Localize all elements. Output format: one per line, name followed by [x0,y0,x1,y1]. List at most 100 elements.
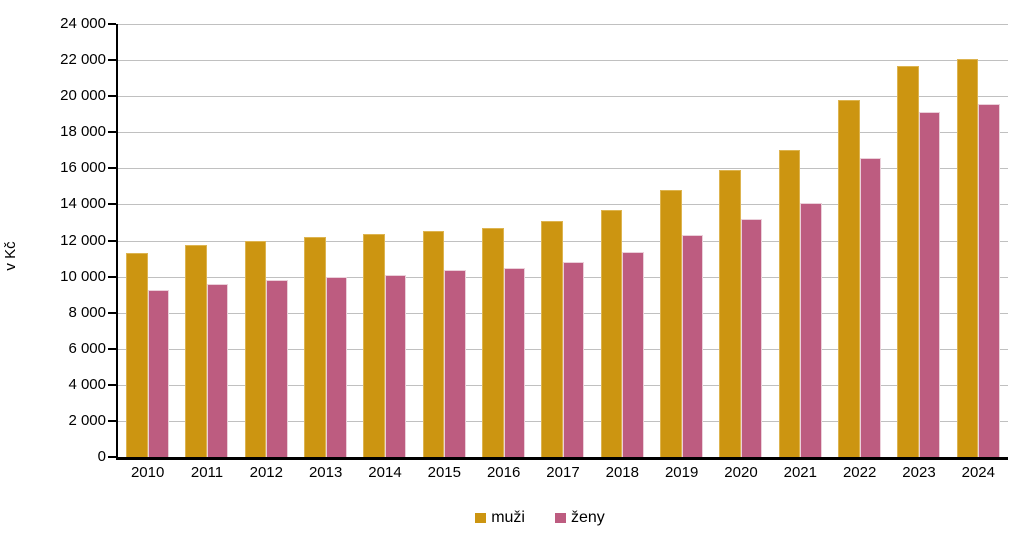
y-tick-mark [108,419,116,422]
y-tick-label: 8 000 [68,303,106,321]
y-tick-mark [108,23,116,25]
y-tick-mark [108,311,116,314]
legend-item-muži: muži [475,509,525,527]
bar-group-2022 [830,24,889,457]
y-tick-label: 18 000 [60,123,106,141]
bar-group-2024 [949,24,1008,457]
bar-ženy-2019 [681,235,704,457]
x-tick-label-2016: 2016 [486,464,521,481]
x-tick-label-2013: 2013 [308,464,343,481]
bar-muži-2015 [422,230,445,457]
bar-muži-2013 [304,236,326,457]
y-tick-label: 4 000 [68,375,106,393]
x-tick-label-2015: 2015 [427,464,461,481]
y-tick-mark [108,95,116,98]
bar-muži-2021 [778,150,801,457]
x-tick-label-2011: 2011 [190,464,224,481]
x-tick-label-2024: 2024 [961,464,995,481]
legend-label-muži: muži [491,509,525,526]
y-tick-label: 20 000 [60,87,106,105]
bar-ženy-2015 [444,270,466,457]
bar-ženy-2010 [147,290,170,457]
gridline [118,240,1008,242]
bar-group-2011 [177,24,236,457]
x-tick-label-2012: 2012 [249,464,283,481]
bar-ženy-2012 [266,280,288,457]
y-tick-mark [108,275,116,278]
bar-muži-2011 [185,245,207,457]
y-tick-label: 24 000 [60,15,106,32]
y-tick-mark [108,167,116,170]
bar-muži-2023 [897,66,919,457]
bar-muži-2018 [600,209,623,457]
x-tick-label-2014: 2014 [368,464,402,481]
bar-group-2013 [296,24,355,457]
y-tick-label: 10 000 [60,267,106,285]
y-tick-mark [108,239,116,242]
x-tick-label-2020: 2020 [724,464,758,481]
legend-item-ženy: ženy [554,509,605,527]
y-tick-label: 14 000 [60,195,106,213]
y-tick-label: 22 000 [60,51,106,69]
y-axis-tick-labels: 0 2 000 4 000 6 000 8 000 10 000 12 000 14 000 1… [0,0,106,538]
bar-group-2023 [889,24,948,457]
bar-ženy-2017 [562,262,585,457]
gridline [118,132,1008,134]
bar-muži-2016 [482,227,504,457]
gridline [118,168,1008,170]
bar-group-2021 [771,24,830,457]
y-tick-label: 16 000 [60,159,106,177]
bar-ženy-2018 [622,252,644,457]
bar-group-2014 [355,24,414,457]
bar-group-2020 [711,24,770,457]
legend: muži ženy [0,509,1016,527]
bar-group-2018 [593,24,652,457]
bar-group-2017 [533,24,592,457]
legend-swatch-muži [475,513,487,523]
x-tick-label-2023: 2023 [902,464,936,481]
bar-muži-2019 [660,189,682,457]
bar-group-2012 [237,24,296,457]
y-tick-label: 2 000 [68,411,106,429]
bar-ženy-2013 [325,276,348,457]
bar-ženy-2021 [800,202,822,457]
x-tick-label-2018: 2018 [605,464,639,481]
bar-muži-2012 [244,240,267,457]
y-tick-mark [108,203,116,206]
bar-group-2010 [118,24,177,457]
bar-ženy-2014 [384,274,407,457]
bar-muži-2014 [363,234,385,457]
x-axis-tick-labels: 2010 2011 2012 2013 2014 2015 2016 2017 2018 2019… [118,464,1008,486]
bar-ženy-2020 [740,218,763,457]
bars-layer [118,24,1008,457]
y-axis-title: v Kč [2,241,19,271]
y-tick-label: 0 [97,448,106,465]
bar-group-2016 [474,24,533,457]
y-tick-mark [108,456,116,458]
y-tick-mark [108,59,116,62]
gridline [118,204,1008,206]
x-tick-label-2010: 2010 [130,464,165,481]
bar-muži-2020 [719,170,741,457]
bar-ženy-2022 [859,158,882,457]
bar-ženy-2011 [206,283,229,457]
bar-ženy-2023 [918,111,941,457]
x-tick-label-2022: 2022 [842,464,877,481]
y-tick-label: 6 000 [68,339,106,357]
bar-ženy-2024 [978,104,1000,457]
x-tick-label-2021: 2021 [783,464,817,481]
bar-group-2015 [415,24,474,457]
gridline [118,96,1008,98]
legend-swatch-ženy [554,513,566,523]
y-tick-mark [108,383,116,386]
gridline [118,60,1008,62]
gridline [118,24,1008,25]
x-tick-label-2019: 2019 [664,464,699,481]
y-tick-label: 12 000 [60,231,106,249]
bar-muži-2017 [541,220,563,457]
y-tick-mark [108,347,116,350]
bar-group-2019 [652,24,711,457]
bar-muži-2022 [838,99,860,457]
plot-area [116,24,1008,460]
